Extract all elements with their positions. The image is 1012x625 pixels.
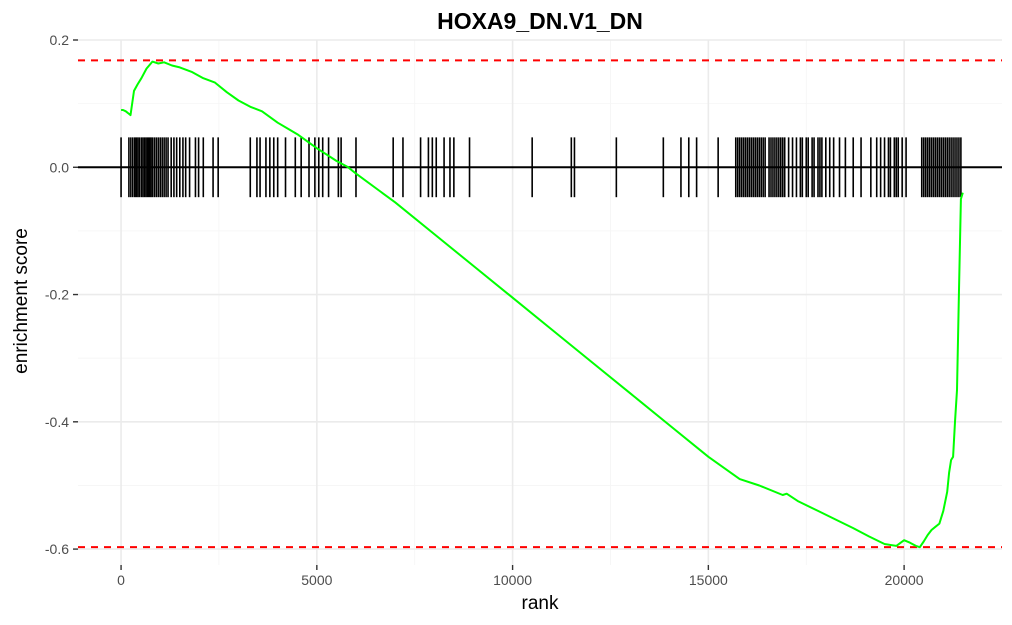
y-tick-label: 0.0 [50, 159, 70, 175]
x-tick-label: 15000 [689, 572, 728, 588]
chart-title: HOXA9_DN.V1_DN [437, 8, 643, 34]
threshold-lines [78, 59, 1002, 549]
y-tick-label: -0.2 [45, 287, 69, 303]
x-tick-label: 20000 [885, 572, 924, 588]
x-tick-label: 0 [117, 572, 125, 588]
y-tick-label: -0.6 [45, 541, 69, 557]
x-tick-label: 10000 [493, 572, 532, 588]
enrichment-curve [121, 60, 964, 549]
x-axis-ticks: 0 5000 10000 15000 20000 [117, 565, 924, 588]
y-axis-ticks: 0.2 0.0 -0.2 -0.4 -0.6 [45, 32, 78, 557]
grid [78, 39, 1002, 565]
y-tick-label: -0.4 [45, 414, 69, 430]
y-axis-label: enrichment score [11, 228, 32, 374]
y-tick-label: 0.2 [50, 32, 70, 48]
x-tick-label: 5000 [301, 572, 332, 588]
x-axis-label: rank [522, 593, 559, 614]
